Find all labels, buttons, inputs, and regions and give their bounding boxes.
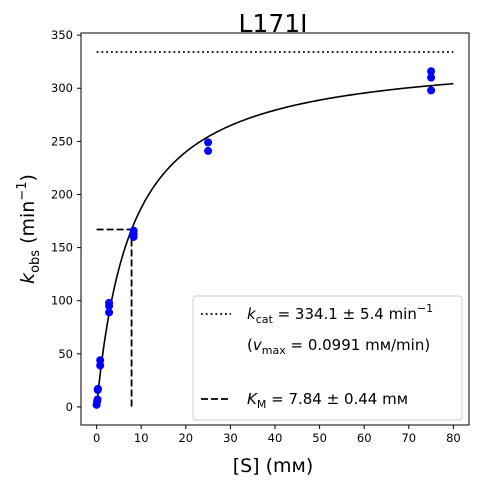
y-tick-label: 200: [51, 187, 73, 201]
y-tick-label: 250: [51, 134, 73, 148]
data-point: [204, 146, 213, 155]
data-point: [93, 384, 102, 393]
x-axis-label-unit: mм: [273, 455, 306, 477]
y-axis-label-close: ): [17, 174, 39, 181]
y-axis-label-sub: obs: [28, 250, 43, 273]
x-tick-label: 40: [268, 431, 283, 445]
x-tick-label: 20: [178, 431, 193, 445]
legend-vmax-entry: (vmax = 0.0991 mм/min): [247, 336, 430, 357]
legend-box: [192, 295, 463, 421]
data-point: [105, 308, 114, 317]
data-point: [96, 356, 105, 365]
x-tick-label: 80: [446, 431, 461, 445]
x-tick-label: 60: [357, 431, 372, 445]
x-tick-label: 10: [134, 431, 149, 445]
y-tick-label: 300: [51, 81, 73, 95]
data-point: [427, 73, 436, 82]
x-axis-label: [S] (mм): [233, 455, 314, 477]
y-axis: 0 50 100 150 200 250 300 350: [51, 28, 81, 414]
legend-kcat-entry: kcat = 334.1 ± 5.4 min−1: [247, 302, 433, 326]
y-tick-label: 100: [51, 294, 73, 308]
data-point: [129, 226, 138, 235]
x-axis: 0 10 20 30 40 50 60 70 80: [93, 425, 461, 445]
y-axis-label-symbol: k: [17, 272, 39, 284]
data-point: [427, 67, 436, 76]
legend: kcat = 334.1 ± 5.4 min−1 (vmax = 0.0991 …: [192, 295, 463, 421]
x-tick-label: 30: [223, 431, 238, 445]
chart-title: L171I: [238, 9, 307, 38]
data-point: [204, 138, 213, 147]
x-axis-label-text: [S] (: [233, 455, 273, 477]
x-tick-label: 0: [93, 431, 100, 445]
y-axis-label-sup: −1: [15, 181, 30, 200]
y-tick-label: 350: [51, 28, 73, 42]
x-tick-label: 70: [401, 431, 416, 445]
data-point: [105, 298, 114, 307]
y-axis-label-paren: (min: [17, 201, 39, 250]
y-tick-label: 50: [58, 347, 73, 361]
fit-curve: [95, 82, 454, 408]
y-tick-label: 150: [51, 241, 73, 255]
plot-area: [92, 51, 454, 409]
legend-km-entry: KM = 7.84 ± 0.44 mм: [247, 390, 408, 411]
data-point: [427, 86, 436, 95]
x-tick-label: 50: [312, 431, 327, 445]
y-axis-label: kobs (min−1): [15, 174, 43, 284]
x-axis-label-close: ): [306, 455, 313, 477]
data-point: [93, 395, 102, 404]
y-tick-label: 0: [66, 400, 73, 414]
